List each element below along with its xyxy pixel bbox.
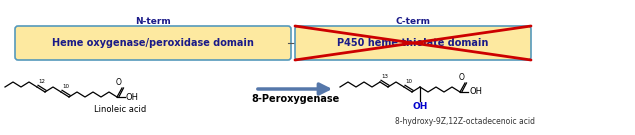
Text: Heme oxygenase/peroxidase domain: Heme oxygenase/peroxidase domain [52,38,254,48]
Text: N-term: N-term [135,17,171,26]
Text: OH: OH [412,102,428,111]
FancyBboxPatch shape [295,26,531,60]
Text: C-term: C-term [396,17,431,26]
FancyBboxPatch shape [15,26,291,60]
Text: P450 heme thiolate domain: P450 heme thiolate domain [337,38,489,48]
Text: 13: 13 [381,74,388,79]
Text: OH: OH [126,92,139,102]
Text: 8-hydroxy-9Z,12Z-octadecenoic acid: 8-hydroxy-9Z,12Z-octadecenoic acid [395,117,535,126]
Text: 8-Peroxygenase: 8-Peroxygenase [251,94,339,104]
Text: O: O [459,73,465,82]
Text: OH: OH [469,87,482,97]
Text: 10: 10 [405,79,412,84]
Text: O: O [116,78,122,87]
Text: 10: 10 [62,84,69,89]
Text: Linoleic acid: Linoleic acid [94,105,146,114]
Text: 12: 12 [38,79,45,84]
